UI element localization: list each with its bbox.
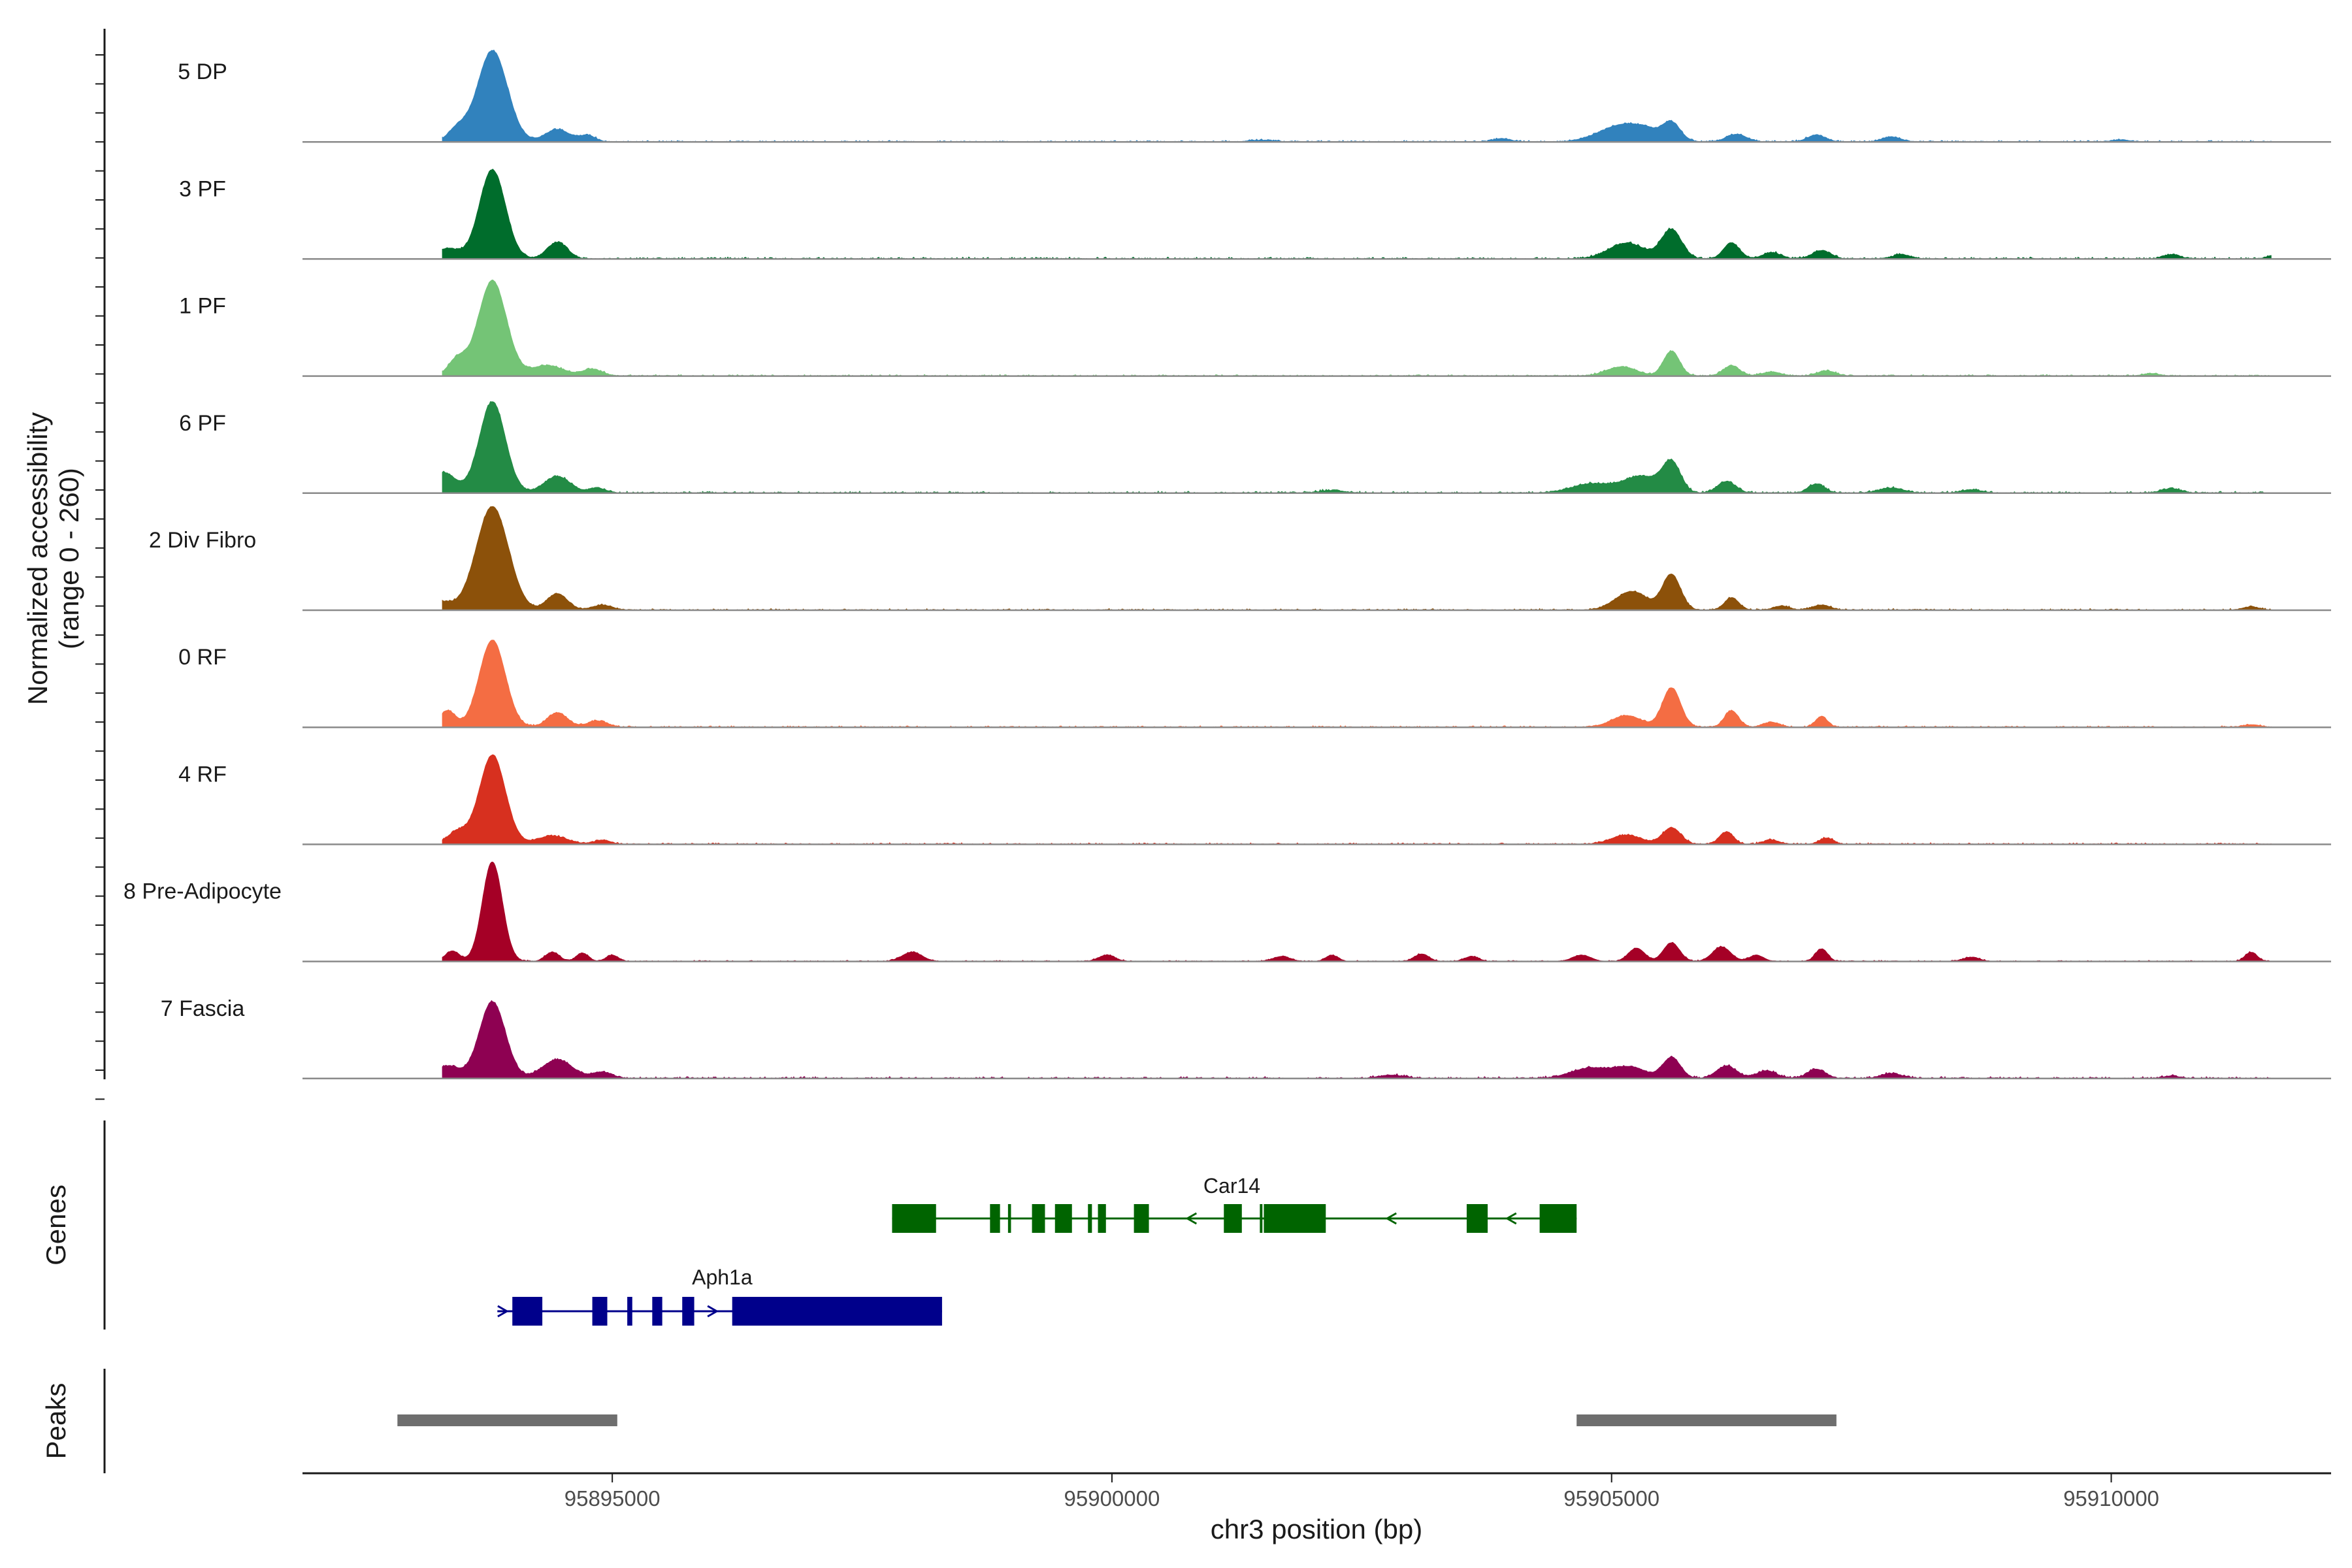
coverage-area-8 [442, 1000, 2272, 1079]
exon [892, 1204, 936, 1233]
y-axis-range-label: (range 0 - 260) [54, 468, 84, 649]
x-axis-title: chr3 position (bp) [1211, 1514, 1423, 1544]
strand-arrow [1385, 1212, 1397, 1225]
exon [1539, 1204, 1577, 1233]
exon [512, 1297, 543, 1326]
track-label-8: 7 Fascia [161, 996, 245, 1021]
coverage-area-6 [442, 754, 2272, 845]
gene-name-label: Car14 [1203, 1174, 1260, 1198]
peaks-track-label: Peaks [41, 1383, 71, 1460]
strand-arrow [1505, 1212, 1517, 1225]
gene-car14: Car14 [892, 1174, 1577, 1233]
exon [1054, 1204, 1072, 1233]
coverage-area-3 [442, 401, 2272, 494]
coverage-area-4 [442, 506, 2272, 611]
peak-region-1 [1576, 1414, 1837, 1426]
exon [1098, 1204, 1106, 1233]
peak-track [103, 1369, 1837, 1473]
track-label-3: 6 PF [179, 411, 226, 436]
x-tick-label: 95900000 [1064, 1486, 1160, 1511]
strand-arrow [497, 1305, 509, 1318]
exon [1264, 1204, 1326, 1233]
track-label-7: 8 Pre-Adipocyte [123, 879, 282, 904]
strand-arrow [1185, 1212, 1198, 1225]
gene-aph1a: Aph1a [497, 1266, 942, 1326]
peak-region-0 [397, 1414, 617, 1426]
track-label-0: 5 DP [178, 59, 227, 84]
x-tick-label: 95905000 [1563, 1486, 1659, 1511]
exon [682, 1297, 694, 1326]
exon [990, 1204, 1000, 1233]
exon [1466, 1204, 1488, 1233]
exon [652, 1297, 662, 1326]
exon [1032, 1204, 1045, 1233]
gene-name-label: Aph1a [692, 1266, 753, 1289]
x-tick-label: 95895000 [564, 1486, 661, 1511]
coverage-area-7 [442, 861, 2272, 962]
exon [1134, 1204, 1149, 1233]
coverage-area-5 [442, 640, 2272, 728]
exon [732, 1297, 942, 1326]
y-axis-title: Normalized accessibility [22, 412, 53, 705]
exon [1007, 1204, 1011, 1233]
exon [1088, 1204, 1092, 1233]
y-axis [95, 29, 106, 1100]
track-label-2: 1 PF [179, 294, 226, 319]
track-label-6: 4 RF [178, 762, 227, 787]
coverage-tracks [302, 50, 2331, 1080]
strand-arrow [707, 1305, 719, 1318]
x-tick-label: 95910000 [2063, 1486, 2159, 1511]
track-label-4: 2 Div Fibro [149, 528, 256, 553]
exon [1224, 1204, 1242, 1233]
track-labels: 5 DP 3 PF 1 PF 6 PF 2 Div Fibro 0 RF 4 RF 8 Pre… [123, 59, 282, 1021]
exon [1260, 1204, 1263, 1233]
track-label-1: 3 PF [179, 176, 226, 201]
coverage-area-0 [442, 50, 2272, 142]
coverage-area-1 [442, 169, 2272, 260]
coverage-area-2 [442, 279, 2272, 377]
exon [627, 1297, 632, 1326]
gene-track: Car14 Aph1a [103, 1120, 1577, 1330]
exon [592, 1297, 608, 1326]
track-label-5: 0 RF [178, 645, 227, 670]
genes-track-label: Genes [41, 1184, 71, 1266]
x-axis: 95895000 95900000 95905000 95910000 [302, 1472, 2331, 1511]
